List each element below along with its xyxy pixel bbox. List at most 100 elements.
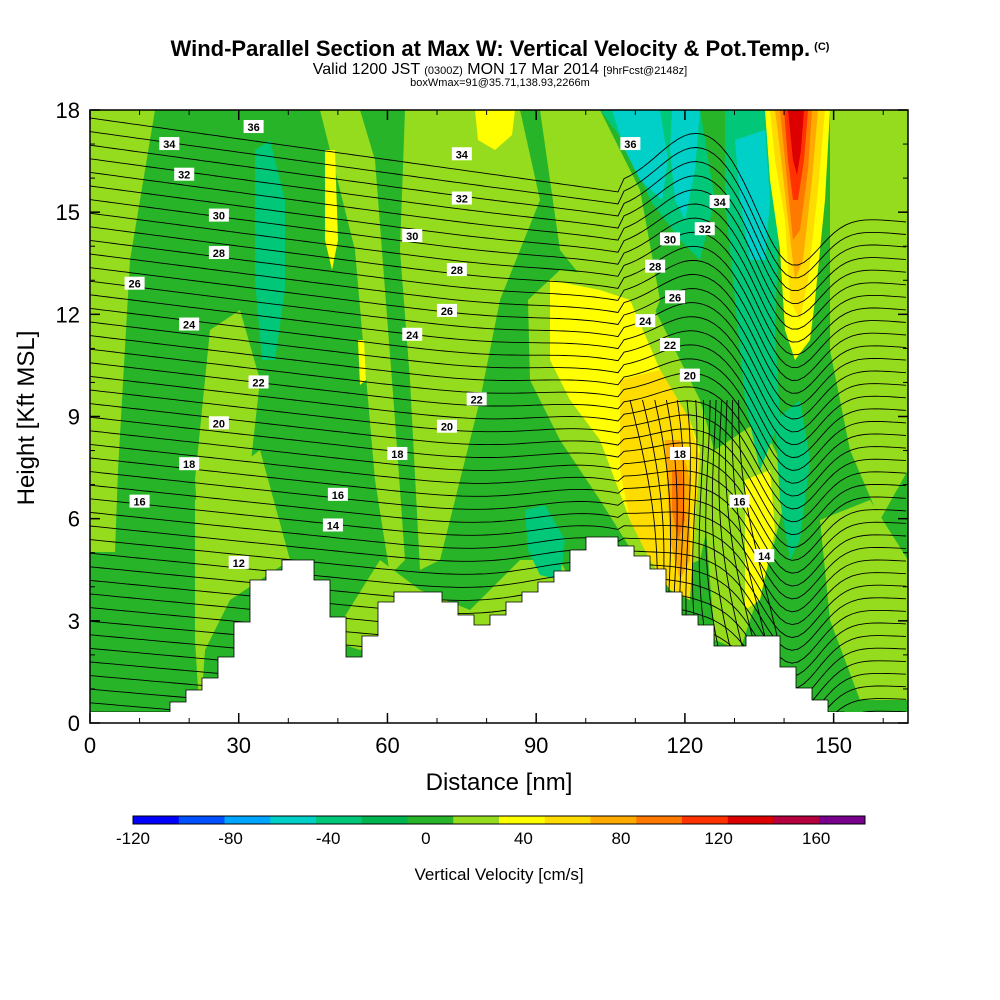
valid-time: Valid 1200 JST <box>312 61 420 78</box>
contour-label-text: 20 <box>213 418 225 430</box>
theta-contour-line <box>90 321 907 459</box>
theta-contour-line <box>705 399 719 649</box>
theta-contour-label: 12 <box>228 555 249 570</box>
utc-time: (0300Z) <box>424 65 463 77</box>
theta-contour-label: 32 <box>694 222 715 236</box>
theta-contour-label: 18 <box>179 457 200 471</box>
theta-contour-line <box>90 280 907 420</box>
theta-contour-label: 16 <box>327 487 348 502</box>
forecast-info: [9hrFcst@2148z] <box>603 65 688 77</box>
contour-label-bg <box>436 303 457 317</box>
theta-contour-label: 14 <box>322 518 343 532</box>
colorbar-swatch <box>133 816 180 824</box>
theta-contour-label: 24 <box>635 314 656 328</box>
y-tick-label: 15 <box>56 200 80 225</box>
colorbar-swatch <box>270 816 317 824</box>
contour-label-bg <box>729 494 750 508</box>
contour-label-bg <box>709 194 730 208</box>
contour-label-text: 12 <box>233 558 245 570</box>
contour-label-bg <box>754 549 775 563</box>
contour-label-text: 22 <box>664 340 676 352</box>
theta-contour-label: 20 <box>436 419 457 434</box>
contour-label-text: 20 <box>441 422 453 434</box>
contour-label-bg <box>669 446 690 460</box>
contour-label-text: 16 <box>733 497 745 509</box>
velocity-region <box>358 340 366 385</box>
contour-label-bg <box>446 263 467 277</box>
contour-label-text: 14 <box>758 551 771 563</box>
x-axis: 0 30 60 90 120 150 <box>84 110 884 758</box>
contour-label-text: 18 <box>391 449 403 461</box>
theta-contour-line <box>90 307 907 446</box>
chart-title-text: Wind-Parallel Section at Max W: Vertical… <box>170 36 811 61</box>
contour-label-text: 18 <box>674 449 686 461</box>
theta-contour-line <box>90 226 907 369</box>
theta-contour-line <box>738 400 781 649</box>
theta-contour-line <box>90 375 907 510</box>
contour-label-text: 16 <box>133 497 145 509</box>
colorbar-swatch <box>316 816 363 824</box>
theta-contour-line <box>90 484 907 613</box>
theta-contour-label: 36 <box>243 120 264 134</box>
contour-label-bg <box>208 416 229 430</box>
theta-contour-line <box>90 511 907 638</box>
contour-label-bg <box>436 419 457 433</box>
x-tick-label: 120 <box>667 733 704 758</box>
contour-label-bg <box>228 555 249 569</box>
theta-contour-label: 18 <box>669 446 690 461</box>
contour-label-text: 26 <box>128 279 140 291</box>
theta-contour-line <box>90 362 907 497</box>
contour-label-bg <box>327 487 348 501</box>
theta-contour-line <box>725 399 756 649</box>
contour-label-bg <box>322 518 343 532</box>
box-wmax-info: boxWmax=91@35.71,138.93,2266m <box>410 77 590 89</box>
colorbar-swatch <box>727 816 774 824</box>
contour-label-bg <box>660 232 681 246</box>
contour-label-bg <box>243 120 264 134</box>
theta-contour-label: 30 <box>208 208 229 223</box>
colorbar-swatch <box>453 816 500 824</box>
contour-label-bg <box>694 222 715 236</box>
contour-label-text: 28 <box>649 262 661 274</box>
theta-contour-label: 26 <box>124 276 145 291</box>
contour-label-text: 30 <box>664 234 676 246</box>
theta-contour-label: 24 <box>402 327 423 342</box>
x-tick-label: 150 <box>815 733 852 758</box>
colorbar-label: 160 <box>802 829 830 848</box>
contour-label-text: 34 <box>456 149 469 161</box>
theta-contour-label: 24 <box>179 317 200 332</box>
y-axis-title: Height [Kft MSL] <box>13 331 40 506</box>
theta-contour-label: 36 <box>620 137 641 151</box>
colorbar-label: -120 <box>116 829 150 848</box>
velocity-region <box>670 110 700 220</box>
terrain <box>89 536 908 724</box>
theta-contour-label: 20 <box>208 416 229 430</box>
velocity-region <box>320 110 405 575</box>
theta-contour-label: 16 <box>129 494 150 509</box>
theta-contour-line <box>90 471 907 600</box>
theta-contour-label: 22 <box>660 337 681 352</box>
colorbar-title: Vertical Velocity [cm/s] <box>414 865 583 884</box>
y-tick-label: 9 <box>68 405 80 430</box>
theta-contour-line <box>90 171 907 317</box>
colorbar-swatch <box>224 816 271 824</box>
theta-contour-line <box>90 158 907 304</box>
theta-contour-line <box>90 389 907 523</box>
theta-contour-label: 16 <box>729 494 750 509</box>
contour-label-text: 24 <box>406 330 419 342</box>
contour-label-bg <box>129 494 150 508</box>
contour-label-bg <box>664 290 685 304</box>
theta-contour-line <box>90 525 907 651</box>
theta-contour-line <box>685 399 691 649</box>
theta-contour-line <box>90 294 907 433</box>
colorbar-swatch <box>544 816 591 824</box>
contour-label-bg <box>159 137 180 151</box>
contour-label-bg <box>174 167 195 181</box>
contour-label-text: 22 <box>471 394 483 406</box>
contour-label-text: 16 <box>332 490 344 502</box>
theta-contour-line <box>90 267 907 407</box>
contour-label-bg <box>679 368 700 382</box>
colorbar-swatch <box>590 816 637 824</box>
theta-contour-label: 28 <box>645 259 666 274</box>
colorbar-swatch <box>361 816 408 824</box>
